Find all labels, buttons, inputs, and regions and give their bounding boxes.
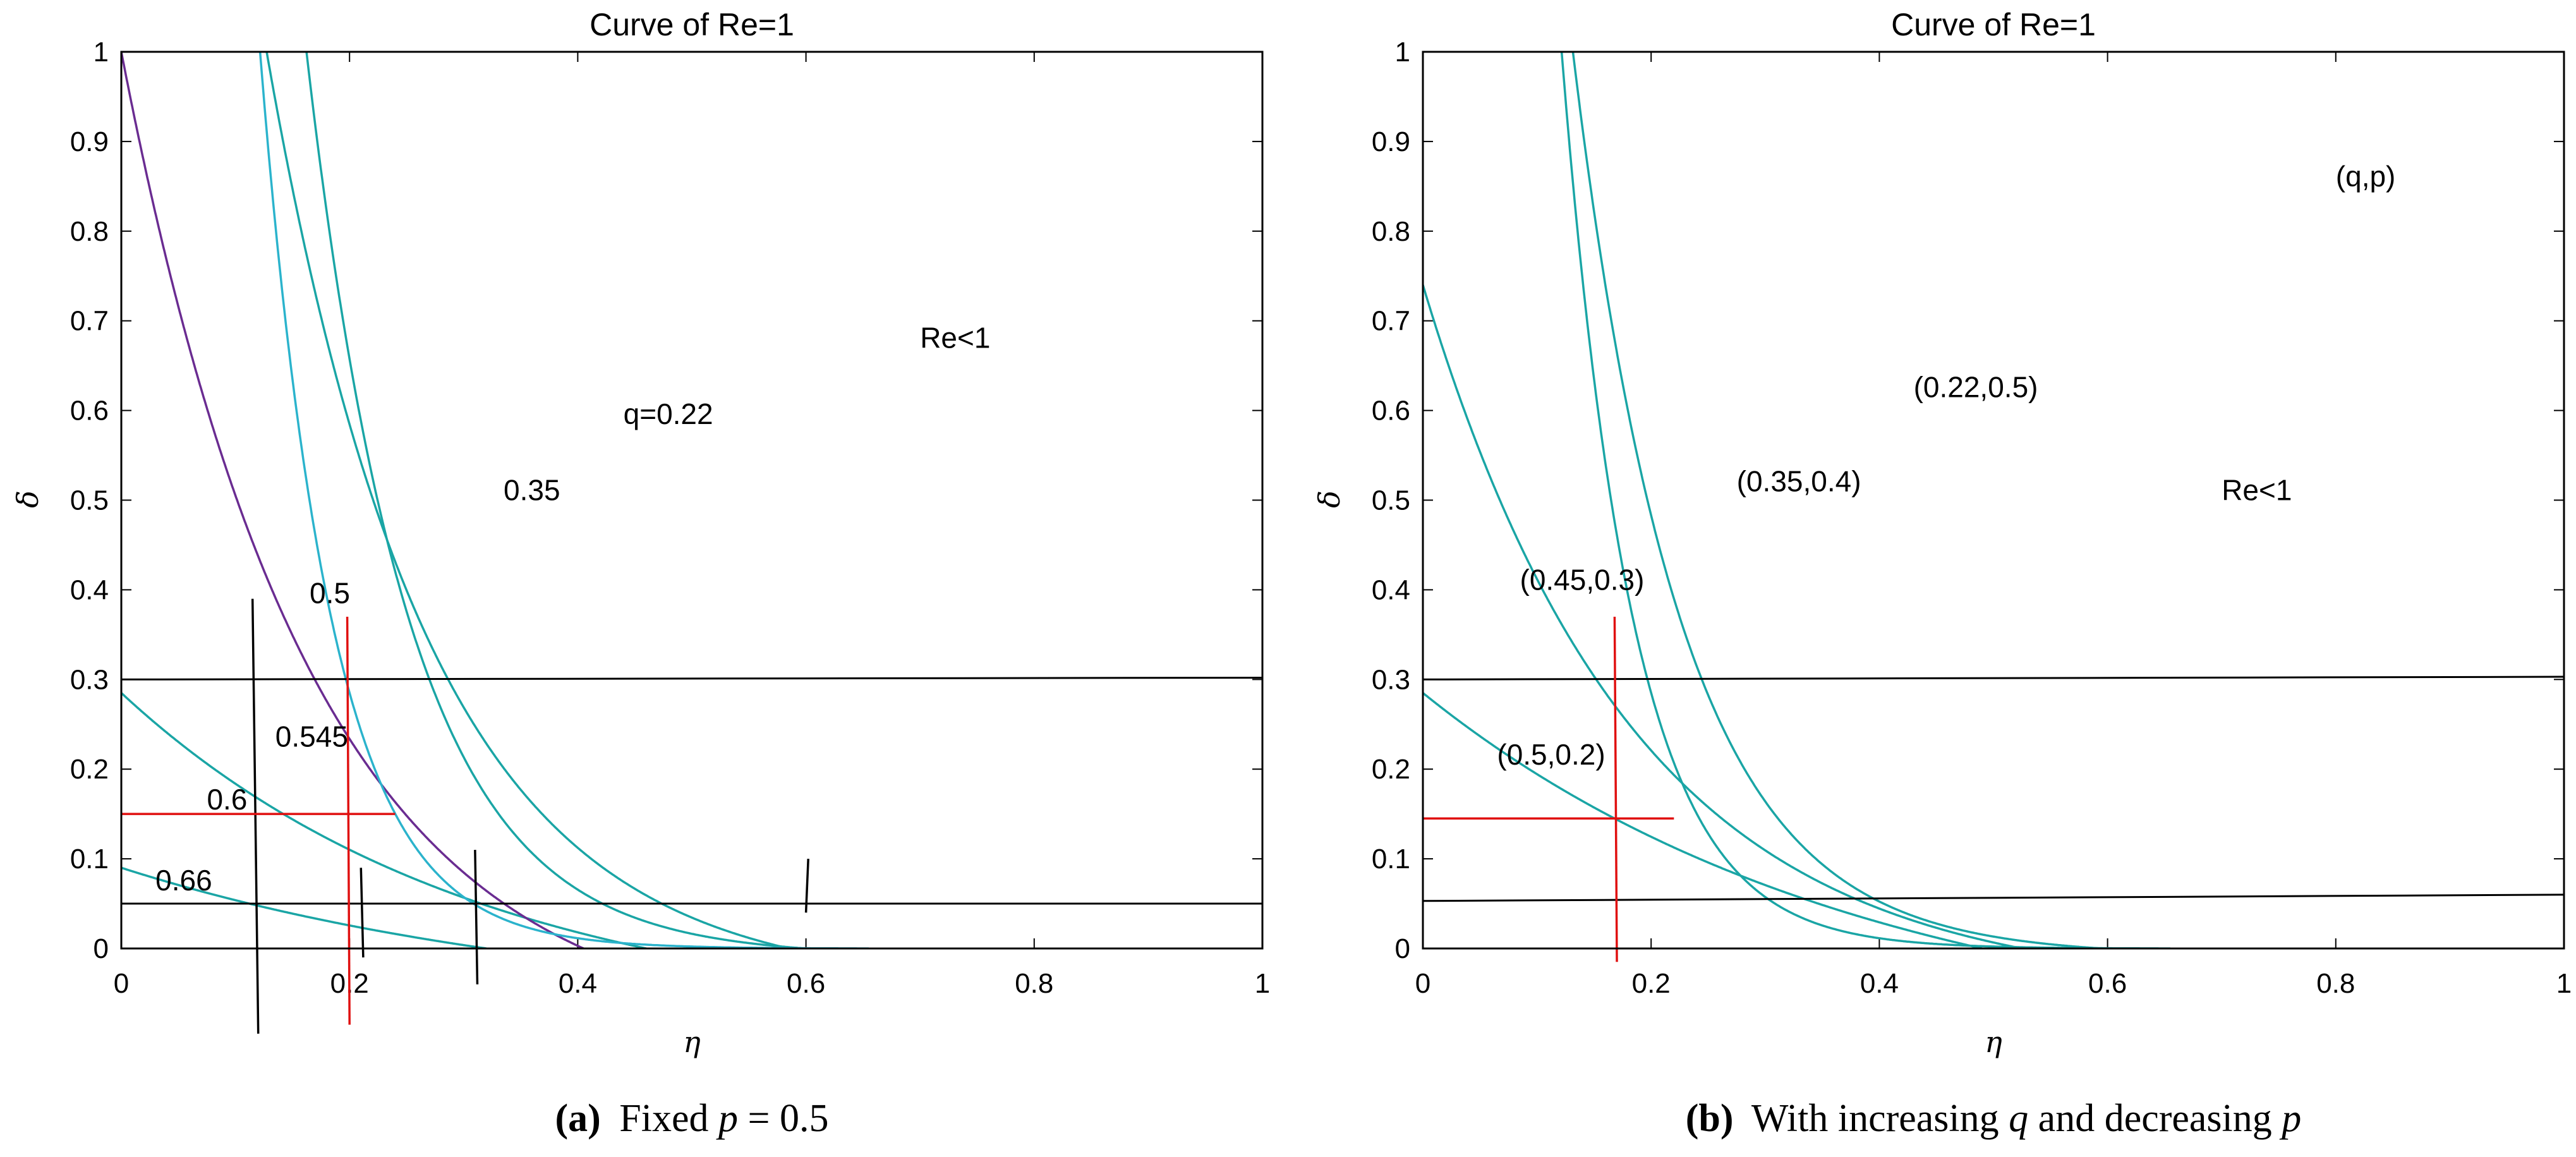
panel-a-marker-line (251, 598, 260, 1034)
panel-a-curve-label: 0.6 (207, 783, 247, 816)
panel-a-curve-label: 0.545 (275, 720, 348, 753)
panel-a-caption-label: (a) (555, 1097, 601, 1140)
panel-a-xtick-label: 0.8 (1015, 968, 1053, 999)
panel-a-region-label: Re<1 (920, 321, 990, 354)
panel-a-curve-label: 0.35 (504, 474, 560, 507)
panel-a-xlabel: η (683, 1025, 701, 1059)
panel-b-curve-0.450.3 (1423, 284, 2023, 948)
panel-a-ytick-label: 0.6 (70, 396, 109, 427)
panel-a-curve-label: 0.5 (310, 577, 350, 610)
panel-b-xtick-label: 0.8 (2316, 968, 2355, 999)
panel-a-curve-label: q=0.22 (624, 397, 713, 430)
panel-b-red-marker-line (1613, 616, 1618, 962)
panel-a-ytick-label: 0.4 (70, 574, 109, 605)
panel-b-ytick-label: 0.1 (1372, 844, 1410, 875)
panel-a-frame (120, 51, 1264, 950)
panel-a-curve-0.5 (265, 52, 789, 948)
panel-b-caption: (b) With increasing q and decreasing p (1686, 1097, 2302, 1140)
panel-b-curve-0.50.2 (1423, 692, 1983, 948)
panel-b-ytick-label: 1 (1395, 37, 1410, 68)
panel-a-curve-0.545 (121, 52, 584, 948)
panel-a-ytick-label: 1 (94, 37, 109, 68)
panel-b-curve-label: (0.22,0.5) (1914, 370, 2038, 403)
panel-b-curve-label: (0.45,0.3) (1520, 563, 1645, 596)
panel-a-ylabel: δ (11, 490, 45, 508)
panel-a-title: Curve of Re=1 (590, 7, 794, 42)
panel-a-ytick-label: 0.7 (70, 306, 109, 337)
panel-b-curve-label: (0.5,0.2) (1497, 738, 1605, 771)
panel-b-frame (1422, 51, 2565, 950)
panel-a-marker-line (360, 868, 365, 958)
panel-a-xtick-label: 0 (114, 968, 129, 999)
panel-a-labels: 0.66 0.6 0.545 0.5 0.35 q=0.22 Re<1 (121, 321, 990, 1034)
panel-a-plot (121, 52, 1262, 948)
panel-a-ytick-label: 0.8 (70, 216, 109, 247)
panel-a-xtick-label: 0.4 (559, 968, 597, 999)
panel-b-ytick-label: 0.5 (1372, 485, 1410, 516)
panel-a-caption: (a) Fixed p = 0.5 (555, 1097, 829, 1140)
panel-b-ticks: 0 0.2 0.4 0.6 0.8 1 0 0.1 0.2 0.3 0.4 0.5 0.6 0.7 0.8 0… (1372, 37, 2572, 999)
panel-b-title: Curve of Re=1 (1891, 7, 2096, 42)
panel-a-ytick-label: 0.5 (70, 485, 109, 516)
panel-a-caption-var: p (716, 1097, 738, 1140)
panel-a-xtick-label: 1 (1255, 968, 1270, 999)
panel-b-xlabel: η (1985, 1025, 2002, 1059)
panel-b-ylabel: δ (1312, 490, 1346, 508)
panel-b-ytick-label: 0.6 (1372, 396, 1410, 427)
panel-b-plot (1423, 52, 2564, 948)
panel-b-xtick-label: 1 (2556, 968, 2572, 999)
panel-a-marker-line (804, 859, 809, 913)
panel-a-curve-label: 0.66 (155, 864, 212, 897)
panel-b-caption-var2: p (2279, 1097, 2301, 1140)
panel-b-ytick-label: 0.2 (1372, 754, 1410, 785)
panel-a-red-marker-line (346, 616, 351, 1025)
panel-b-xtick-label: 0.4 (1860, 968, 1899, 999)
panel-a-ytick-label: 0 (94, 933, 109, 964)
panel-b-xtick-label: 0.6 (2088, 968, 2127, 999)
panel-b-caption-var: q (2009, 1097, 2028, 1140)
panel-a-caption-text: Fixed (619, 1097, 718, 1140)
panel-b-labels: (0.5,0.2) (0.45,0.3) (0.35,0.4) (0.22,0.5) R… (1423, 160, 2395, 962)
panel-b-ytick-label: 0.9 (1372, 126, 1410, 157)
panel-b-curve-label: (0.35,0.4) (1737, 464, 1861, 497)
panel-a-curve-0.35 (305, 52, 806, 948)
panel-b-xtick-label: 0.2 (1632, 968, 1671, 999)
panel-b-caption-label: (b) (1686, 1097, 1734, 1140)
panel-b-caption-mid: and decreasing (2038, 1097, 2282, 1140)
panel-a: Curve of Re=1 0 0.2 0.4 0.6 0.8 100.10.20.30.… (11, 7, 1270, 1140)
panel-a-curve-0.66 (121, 866, 487, 948)
panel-a-marker-line (474, 849, 479, 984)
panel-b: Curve of Re=1 0 0.2 0.4 0.6 0.8 1 0 0.1 0.2 0.3 0.… (1312, 7, 2572, 1140)
panel-b-ytick-label: 0.8 (1372, 216, 1410, 247)
panel-b-region-label: Re<1 (2222, 474, 2292, 507)
panel-b-ytick-label: 0.4 (1372, 574, 1410, 605)
panel-b-reference-line (1423, 893, 2564, 902)
panel-b-xtick-label: 0 (1415, 968, 1430, 999)
panel-a-ytick-label: 0.1 (70, 844, 109, 875)
panel-a-ytick-label: 0.3 (70, 664, 109, 695)
panel-a-reference-line (121, 676, 1262, 681)
panel-b-legend-label: (q,p) (2336, 160, 2396, 193)
panel-a-caption-rest: = 0.5 (748, 1097, 829, 1140)
panel-b-caption-text: With increasing (1751, 1097, 2009, 1140)
panel-b-ytick-label: 0 (1395, 933, 1410, 964)
panel-b-reference-line (1423, 675, 2564, 681)
panel-a-curve-0.6 (121, 692, 647, 948)
panel-b-ytick-label: 0.3 (1372, 664, 1410, 695)
panel-a-ytick-label: 0.2 (70, 754, 109, 785)
panel-a-ticks: 0 0.2 0.4 0.6 0.8 100.10.20.30.40.50.60.70.80… (70, 37, 1270, 999)
panel-a-ytick-label: 0.9 (70, 126, 109, 157)
panel-b-curve-0.350.4 (1571, 52, 2102, 948)
panel-a-xtick-label: 0.6 (787, 968, 825, 999)
panel-b-ytick-label: 0.7 (1372, 306, 1410, 337)
